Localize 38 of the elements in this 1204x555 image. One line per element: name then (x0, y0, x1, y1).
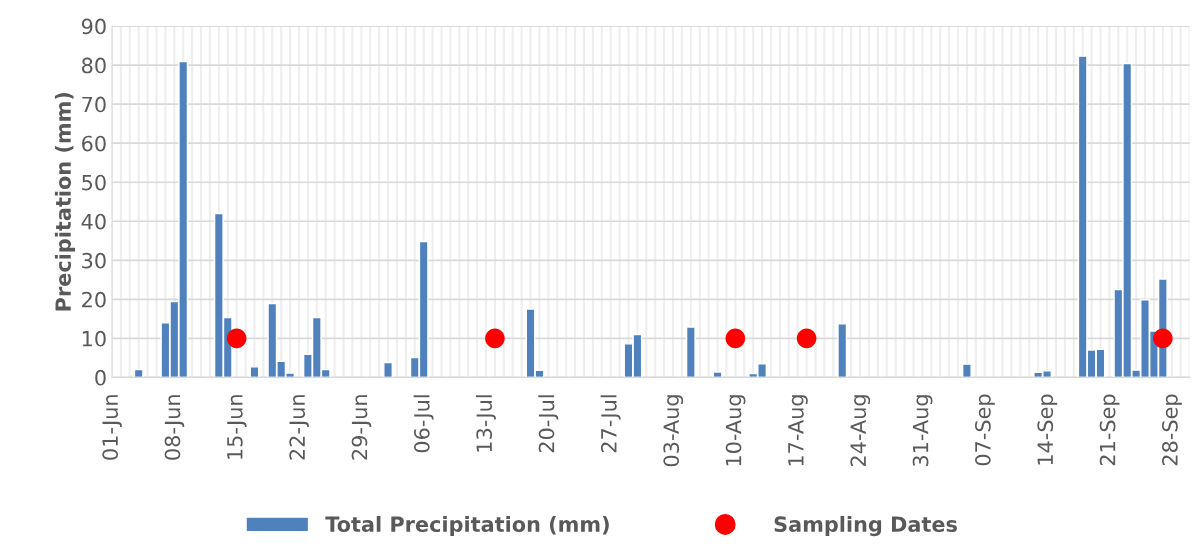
bar (249, 366, 260, 378)
x-tick-label: 13-Jul (475, 395, 496, 452)
bar (961, 363, 972, 378)
x-tick-label: 21-Sep (1099, 394, 1120, 466)
bar (837, 323, 848, 378)
x-tick-label: 29-Jun (351, 395, 372, 460)
x-tick-label: 28-Sep (1162, 394, 1182, 466)
x-tick-label: 15-Jun (227, 395, 247, 459)
y-tick-label: 10 (82, 330, 106, 347)
y-tick-label: 80 (82, 57, 106, 74)
x-tick-label: 17-Aug (788, 395, 808, 466)
y-axis-title: Precipitation (mm) (54, 92, 76, 311)
x-tick-label: 27-Jul (600, 395, 621, 453)
x-tick-label: 08-Jun (164, 395, 185, 460)
bar (712, 371, 723, 378)
x-tick-label: 22-Jun (289, 395, 309, 460)
x-tick-label: 07-Sep (975, 394, 995, 466)
bar (685, 326, 696, 378)
y-tick-label: 40 (81, 213, 106, 230)
y-tick-label: 70 (82, 96, 106, 113)
x-tick-label: 03-Aug (663, 395, 684, 467)
y-tick-label: 90 (81, 18, 106, 35)
y-tick-label: 60 (82, 135, 106, 152)
bar (383, 361, 393, 378)
y-tick-label: 30 (82, 252, 106, 269)
x-tick-label: 20-Jul (538, 395, 559, 453)
legend-label: Total Precipitation (mm) (325, 515, 609, 537)
x-tick-label: 10-Aug (725, 395, 746, 466)
x-tick-label: 24-Aug (850, 395, 871, 467)
y-tick-label: 50 (82, 174, 106, 191)
x-tick-label: 01-Jun (102, 395, 122, 460)
x-tick-label: 06-Jul (413, 395, 434, 453)
y-tick-label: 0 (95, 369, 106, 386)
bar (133, 368, 144, 378)
y-tick-label: 20 (82, 291, 106, 308)
x-tick-label: 14-Sep (1037, 394, 1058, 465)
x-tick-label: 31-Aug (912, 395, 933, 467)
legend-label: Sampling Dates (774, 515, 957, 537)
